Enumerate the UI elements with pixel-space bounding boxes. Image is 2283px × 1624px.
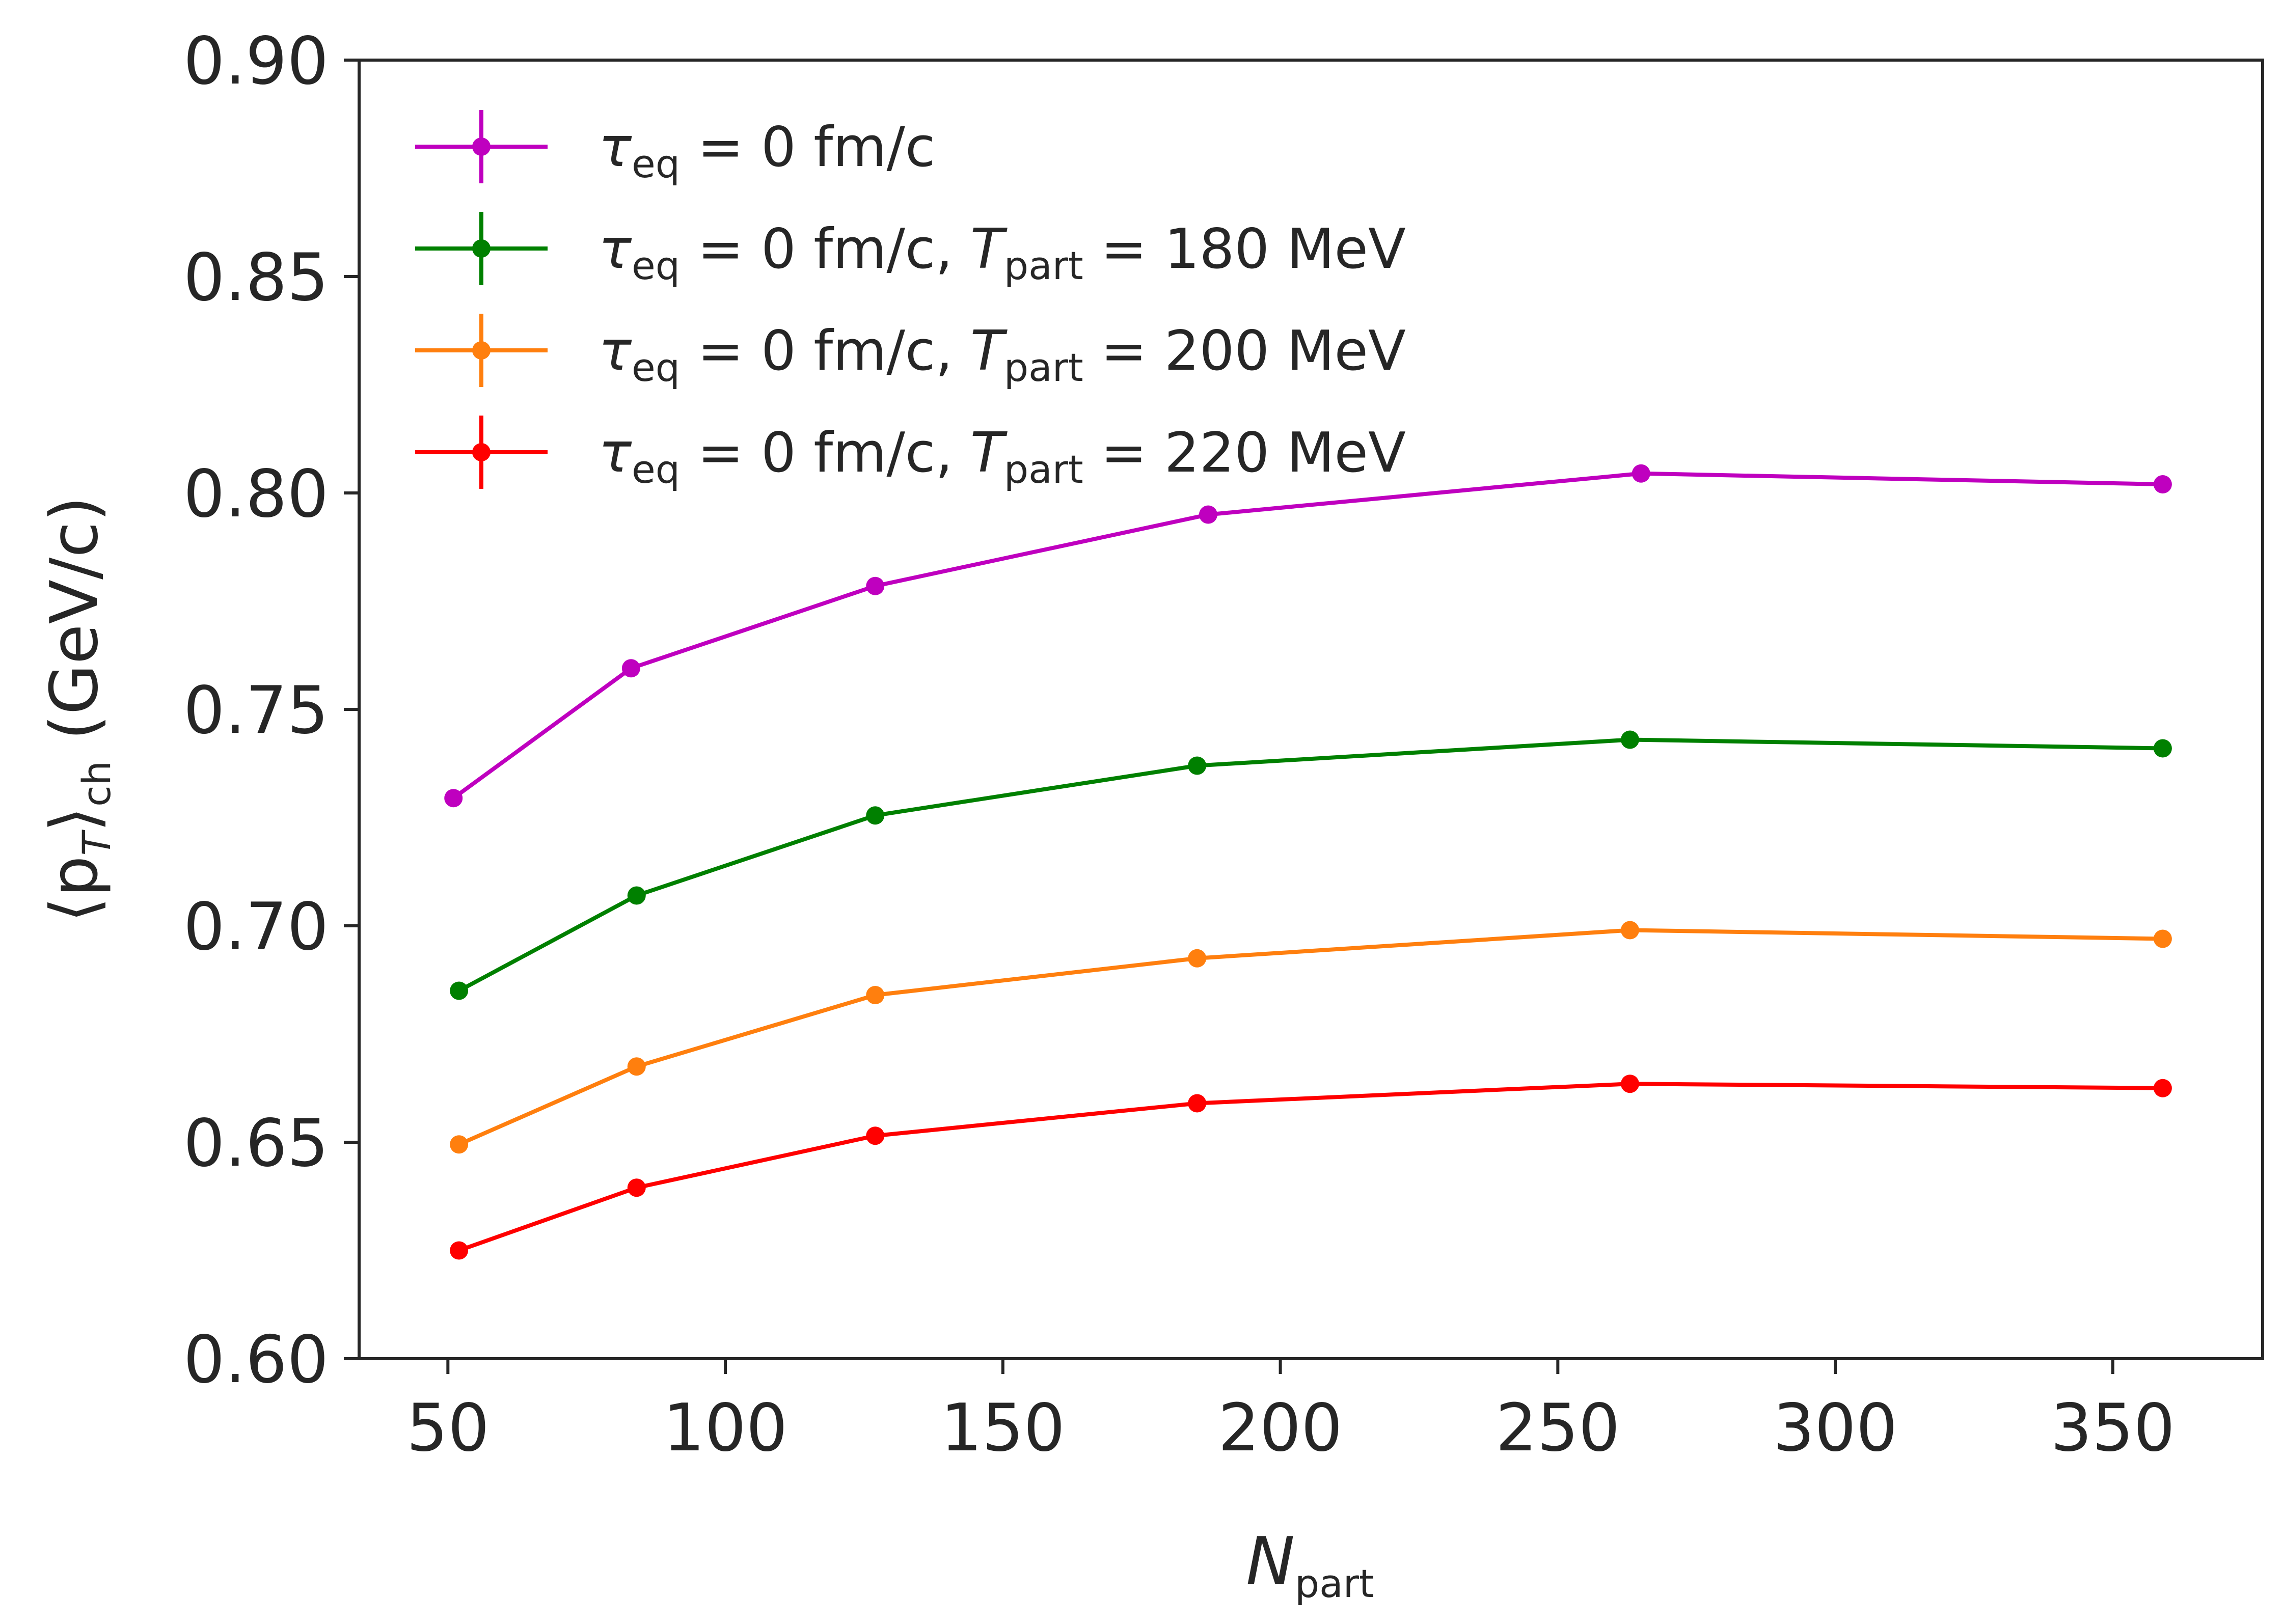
legend-entry-3: τeq = 0 fm/c, Tpart = 220 MeV xyxy=(415,416,1406,492)
legend-label-3: τeq = 0 fm/c, Tpart = 220 MeV xyxy=(599,421,1406,492)
data-point-0-4 xyxy=(1632,464,1650,483)
y-axis-title: ⟨pT⟩ch (GeV/c) xyxy=(37,496,119,922)
x-tick-label-0: 50 xyxy=(406,1390,490,1466)
data-point-0-3 xyxy=(1199,505,1217,524)
data-point-2-3 xyxy=(1188,949,1207,968)
legend-label-1: τeq = 0 fm/c, Tpart = 180 MeV xyxy=(599,217,1406,288)
data-point-1-2 xyxy=(866,806,885,825)
y-tick-label-2: 0.70 xyxy=(183,889,329,965)
series-0 xyxy=(444,464,2172,808)
legend: τeq = 0 fm/c τeq = 0 fm/c, Tpart = 180 Me… xyxy=(415,110,1406,492)
axes-layer: 50 100 150 200 250 300 350 0.60 0.65 0.70 0.75 0.80… xyxy=(183,23,2175,1466)
data-point-2-4 xyxy=(1620,921,1639,940)
plot-frame xyxy=(358,59,2264,1360)
y-tick-label-4: 0.80 xyxy=(183,456,329,532)
x-axis-title: Npart xyxy=(1246,1524,1374,1606)
data-point-3-5 xyxy=(2153,1079,2172,1097)
legend-entry-2: τeq = 0 fm/c, Tpart = 200 MeV xyxy=(415,314,1406,390)
y-tick-label-1: 0.65 xyxy=(183,1106,329,1181)
x-tick-label-5: 300 xyxy=(1773,1390,1897,1466)
legend-entry-0: τeq = 0 fm/c xyxy=(415,110,935,186)
data-point-0-2 xyxy=(866,576,885,595)
legend-label-2: τeq = 0 fm/c, Tpart = 200 MeV xyxy=(599,319,1406,390)
data-point-3-3 xyxy=(1188,1094,1207,1113)
data-point-2-5 xyxy=(2153,929,2172,948)
series-line-1 xyxy=(458,737,2163,993)
data-point-1-1 xyxy=(627,886,646,905)
legend-entry-1: τeq = 0 fm/c, Tpart = 180 MeV xyxy=(415,212,1406,288)
data-point-1-4 xyxy=(1620,730,1639,749)
legend-marker-0 xyxy=(472,137,491,156)
x-tick-label-1: 100 xyxy=(663,1390,787,1466)
series-3 xyxy=(450,1075,2172,1260)
y-tick-label-6: 0.90 xyxy=(183,23,329,99)
series-layer xyxy=(444,464,2172,1260)
x-tick-label-2: 150 xyxy=(941,1390,1065,1466)
data-point-3-1 xyxy=(627,1178,646,1197)
data-point-3-4 xyxy=(1620,1075,1639,1093)
y-tick-label-0: 0.60 xyxy=(183,1322,329,1398)
x-tick-label-4: 250 xyxy=(1496,1390,1620,1466)
legend-marker-1 xyxy=(472,239,491,258)
data-point-3-2 xyxy=(866,1126,885,1145)
series-line-0 xyxy=(452,471,2163,800)
data-point-0-5 xyxy=(2153,475,2172,493)
series-line-2 xyxy=(458,928,2163,1146)
data-point-1-3 xyxy=(1188,756,1207,775)
series-1 xyxy=(450,730,2172,1000)
series-2 xyxy=(450,921,2172,1154)
x-tick-label-6: 350 xyxy=(2051,1390,2175,1466)
data-point-2-0 xyxy=(450,1135,469,1154)
data-point-3-0 xyxy=(450,1241,469,1260)
data-point-0-0 xyxy=(444,789,463,808)
data-point-0-1 xyxy=(621,659,640,678)
legend-marker-3 xyxy=(472,443,491,461)
y-tick-label-3: 0.75 xyxy=(183,673,329,749)
legend-marker-2 xyxy=(472,341,491,360)
data-point-2-1 xyxy=(627,1057,646,1076)
data-point-2-2 xyxy=(866,986,885,1004)
y-tick-label-5: 0.85 xyxy=(183,240,329,316)
legend-label-0: τeq = 0 fm/c xyxy=(599,116,935,186)
x-tick-label-3: 200 xyxy=(1218,1390,1342,1466)
data-point-1-0 xyxy=(450,981,469,1000)
data-point-1-5 xyxy=(2153,739,2172,758)
series-line-3 xyxy=(458,1082,2163,1253)
